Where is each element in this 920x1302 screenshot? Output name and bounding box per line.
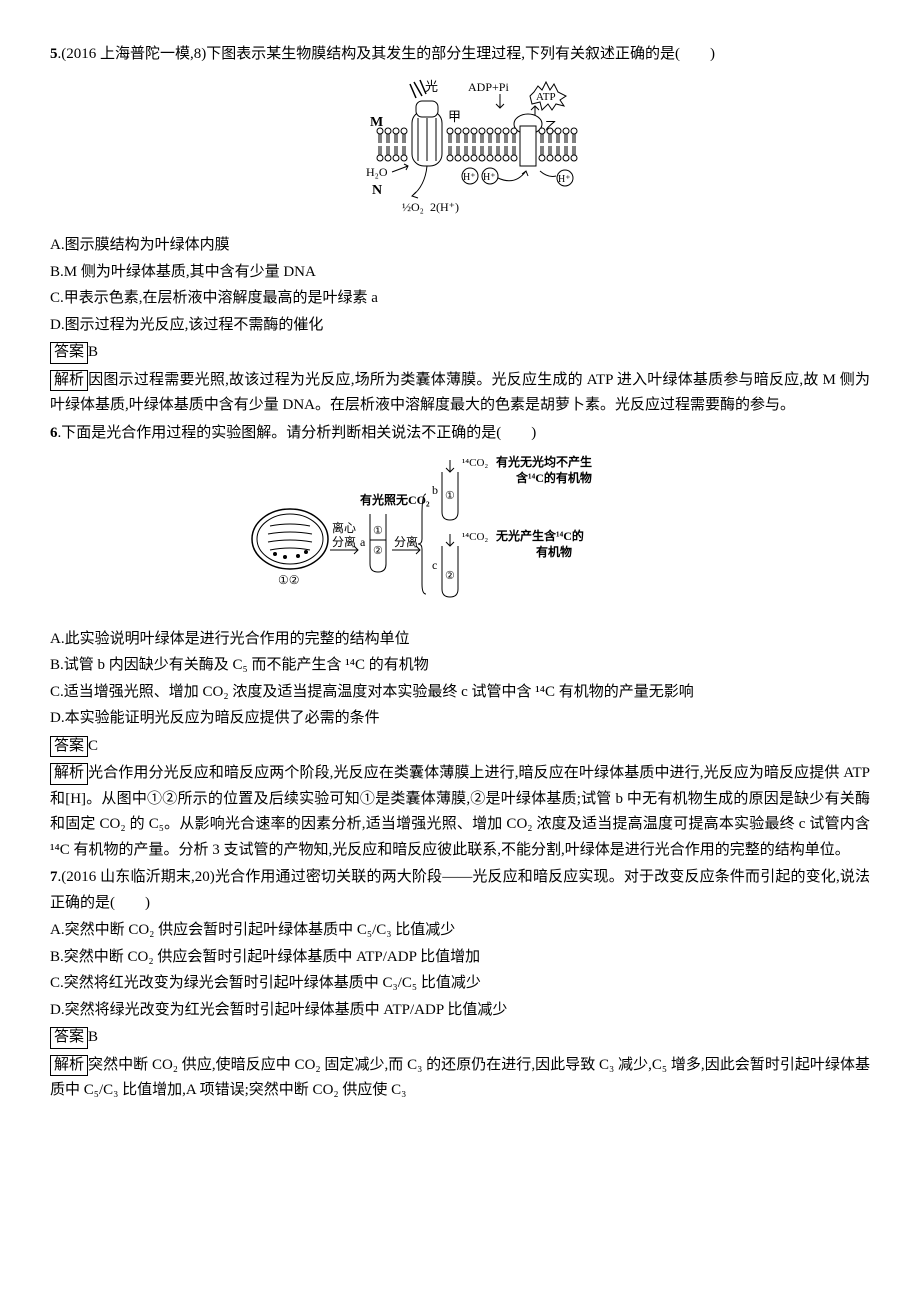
q5-option-d: D.图示过程为光反应,该过程不需酶的催化 xyxy=(50,313,870,339)
answer-label: 答案 xyxy=(50,342,88,364)
label-o2: ½O₂ xyxy=(402,200,424,214)
q6-analysis-row: 解析光合作用分光反应和暗反应两个阶段,光反应在类囊体薄膜上进行,暗反应在叶绿体基… xyxy=(50,761,870,863)
q7-answer: B xyxy=(88,1029,98,1045)
q5-source: .(2016 上海普陀一模,8)下图表示某生物膜结构及其发生的部分生理过程,下列… xyxy=(58,46,716,62)
q5-analysis-row: 解析因图示过程需要光照,故该过程为光反应,场所为类囊体薄膜。光反应生成的 ATP… xyxy=(50,368,870,419)
q5-option-b: B.M 侧为叶绿体基质,其中含有少量 DNA xyxy=(50,260,870,286)
label-c: c xyxy=(432,558,437,572)
q7-stem: 7.(2016 山东临沂期末,20)光合作用通过密切关联的两大阶段——光反应和暗… xyxy=(50,865,870,916)
label-result-c2: 有机物 xyxy=(536,544,572,559)
label-light-noco2: 有光照无CO₂ xyxy=(360,492,430,507)
label-14co2-b: ¹⁴CO₂ xyxy=(462,457,488,469)
svg-text:①: ① xyxy=(445,490,455,502)
q7-option-d: D.突然将绿光改变为红光会暂时引起叶绿体基质中 ATP/ADP 比值减少 xyxy=(50,998,870,1024)
q6-answer: C xyxy=(88,738,98,754)
q5-option-c: C.甲表示色素,在层析液中溶解度最高的是叶绿素 a xyxy=(50,286,870,312)
label-n: N xyxy=(372,183,382,198)
label-jia: 甲 xyxy=(448,109,461,124)
q7-number: 7 xyxy=(50,869,58,885)
membrane-upper xyxy=(377,128,577,143)
label-hplus2: 2(H⁺) xyxy=(430,200,459,214)
q7-source: .(2016 山东临沂期末,20)光合作用通过密切关联的两大阶段——光反应和暗反… xyxy=(50,869,870,911)
answer-label: 答案 xyxy=(50,736,88,758)
q6-option-d: D.本实验能证明光反应为暗反应提供了必需的条件 xyxy=(50,706,870,732)
q5-number: 5 xyxy=(50,46,58,62)
q7-analysis: 突然中断 CO₂ 供应,使暗反应中 CO₂ 固定减少,而 C₃ 的还原仍在进行,… xyxy=(50,1057,870,1099)
label-atp: ATP xyxy=(536,91,556,103)
label-a: a xyxy=(360,535,366,549)
answer-label: 答案 xyxy=(50,1027,88,1049)
label-onetwo: ①② xyxy=(278,573,300,587)
q7-answer-row: 答案B xyxy=(50,1025,870,1051)
q6-number: 6 xyxy=(50,425,58,441)
analysis-label: 解析 xyxy=(50,370,88,392)
svg-text:②: ② xyxy=(373,545,383,557)
label-fenli1: 分离 xyxy=(332,534,356,549)
q6-answer-row: 答案C xyxy=(50,734,870,760)
label-14co2-c: ¹⁴CO₂ xyxy=(462,531,488,543)
q5-analysis: 因图示过程需要光照,故该过程为光反应,场所为类囊体薄膜。光反应生成的 ATP 进… xyxy=(50,372,870,414)
q7-option-b: B.突然中断 CO₂ 供应会暂时引起叶绿体基质中 ATP/ADP 比值增加 xyxy=(50,945,870,971)
label-adp: ADP+Pi xyxy=(468,80,509,94)
q7-analysis-row: 解析突然中断 CO₂ 供应,使暗反应中 CO₂ 固定减少,而 C₃ 的还原仍在进… xyxy=(50,1053,870,1104)
q5-answer: B xyxy=(88,344,98,360)
label-result-b1: 有光无光均不产生 xyxy=(496,454,592,469)
svg-text:H⁺: H⁺ xyxy=(463,172,476,183)
q5-answer-row: 答案B xyxy=(50,340,870,366)
membrane-lower xyxy=(377,146,577,161)
q7-option-a: A.突然中断 CO₂ 供应会暂时引起叶绿体基质中 C₅/C₃ 比值减少 xyxy=(50,918,870,944)
label-result-c1: 无光产生含¹⁴C的 xyxy=(495,528,584,543)
analysis-label: 解析 xyxy=(50,763,88,785)
label-lixin: 离心 xyxy=(332,520,356,535)
svg-text:H⁺: H⁺ xyxy=(483,172,496,183)
q5-option-a: A.图示膜结构为叶绿体内膜 xyxy=(50,233,870,259)
q6-option-c: C.适当增强光照、增加 CO₂ 浓度及适当提高温度对本实验最终 c 试管中含 ¹… xyxy=(50,680,870,706)
label-result-b2: 含¹⁴C的有机物 xyxy=(516,470,592,485)
svg-text:②: ② xyxy=(445,570,455,582)
q5-figure: 光 ADP+Pi ATP M 甲 乙 xyxy=(50,76,870,226)
q7-option-c: C.突然将红光改变为绿光会暂时引起叶绿体基质中 C₃/C₅ 比值减少 xyxy=(50,971,870,997)
q6-option-b: B.试管 b 内因缺少有关酶及 C₅ 而不能产生含 ¹⁴C 的有机物 xyxy=(50,653,870,679)
svg-text:①: ① xyxy=(373,525,383,537)
q6-stem: 6.下面是光合作用过程的实验图解。请分析判断相关说法不正确的是( ) xyxy=(50,421,870,447)
q6-figure: ①② 离心 分离 a ① ② 有光照无CO₂ 分离 b ① ¹⁴CO₂ 有光无光… xyxy=(50,454,870,619)
q6-stem-text: .下面是光合作用过程的实验图解。请分析判断相关说法不正确的是( ) xyxy=(58,425,537,441)
svg-text:H⁺: H⁺ xyxy=(558,174,571,185)
q6-analysis: 光合作用分光反应和暗反应两个阶段,光反应在类囊体薄膜上进行,暗反应在叶绿体基质中… xyxy=(50,765,870,858)
q5-stem: 5.(2016 上海普陀一模,8)下图表示某生物膜结构及其发生的部分生理过程,下… xyxy=(50,42,870,68)
label-h2o: H₂O xyxy=(366,165,388,179)
analysis-label: 解析 xyxy=(50,1055,88,1077)
label-light: 光 xyxy=(425,79,438,94)
label-b: b xyxy=(432,483,438,497)
label-fenli2: 分离 xyxy=(394,534,418,549)
q6-option-a: A.此实验说明叶绿体是进行光合作用的完整的结构单位 xyxy=(50,627,870,653)
